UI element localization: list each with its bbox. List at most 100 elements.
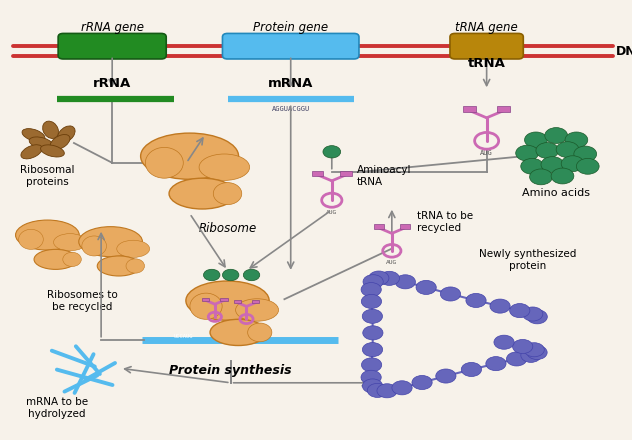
Text: Protein synthesis: Protein synthesis <box>169 364 292 378</box>
Circle shape <box>362 358 382 372</box>
FancyBboxPatch shape <box>221 297 228 301</box>
Text: Amino acids: Amino acids <box>522 188 590 198</box>
Circle shape <box>362 379 382 393</box>
Ellipse shape <box>54 234 87 251</box>
Text: tRNA gene: tRNA gene <box>455 21 518 34</box>
Circle shape <box>536 143 559 158</box>
Circle shape <box>204 269 220 281</box>
Ellipse shape <box>213 183 242 205</box>
Ellipse shape <box>58 126 75 143</box>
Ellipse shape <box>97 256 140 276</box>
Ellipse shape <box>19 229 43 249</box>
Circle shape <box>368 271 389 285</box>
Circle shape <box>486 356 506 370</box>
Text: rRNA gene: rRNA gene <box>81 21 143 34</box>
Circle shape <box>524 343 544 357</box>
Circle shape <box>392 381 412 395</box>
Circle shape <box>561 156 584 172</box>
Circle shape <box>243 269 260 281</box>
Circle shape <box>541 157 564 172</box>
Circle shape <box>521 348 541 363</box>
Text: mRNA: mRNA <box>268 77 313 90</box>
Ellipse shape <box>79 227 142 257</box>
Circle shape <box>363 275 383 289</box>
Circle shape <box>441 287 461 301</box>
Ellipse shape <box>210 319 267 345</box>
Ellipse shape <box>21 145 42 159</box>
Circle shape <box>436 369 456 383</box>
FancyBboxPatch shape <box>463 106 477 112</box>
Text: DNA: DNA <box>616 44 632 58</box>
Circle shape <box>525 132 547 148</box>
Circle shape <box>509 304 530 318</box>
Circle shape <box>556 142 579 158</box>
Circle shape <box>416 280 436 294</box>
Ellipse shape <box>199 154 250 180</box>
Circle shape <box>361 282 381 297</box>
Text: Ribosomes to
be recycled: Ribosomes to be recycled <box>47 290 118 312</box>
Text: Aminoacyl
tRNA: Aminoacyl tRNA <box>357 165 411 187</box>
Circle shape <box>377 384 397 398</box>
Circle shape <box>362 343 382 357</box>
FancyBboxPatch shape <box>399 224 410 229</box>
Circle shape <box>516 145 538 161</box>
Circle shape <box>513 339 533 353</box>
FancyBboxPatch shape <box>202 297 209 301</box>
Circle shape <box>551 168 574 184</box>
Text: Newly synthesized
protein: Newly synthesized protein <box>479 249 576 271</box>
Circle shape <box>565 132 588 148</box>
Ellipse shape <box>140 133 238 180</box>
FancyBboxPatch shape <box>58 33 166 59</box>
Ellipse shape <box>126 259 145 273</box>
FancyBboxPatch shape <box>234 300 241 304</box>
Ellipse shape <box>169 178 236 209</box>
Text: mRNA to be
hydrolyzed: mRNA to be hydrolyzed <box>26 397 88 419</box>
Text: UCCAUG: UCCAUG <box>174 334 193 339</box>
Circle shape <box>466 293 486 308</box>
Text: Ribosomal
proteins: Ribosomal proteins <box>20 165 75 187</box>
Circle shape <box>362 294 382 308</box>
FancyBboxPatch shape <box>252 300 259 304</box>
Circle shape <box>576 158 599 174</box>
Ellipse shape <box>190 293 222 319</box>
Ellipse shape <box>40 145 64 157</box>
Ellipse shape <box>63 252 82 267</box>
Ellipse shape <box>42 121 59 139</box>
Circle shape <box>379 271 399 286</box>
Circle shape <box>412 375 432 389</box>
FancyBboxPatch shape <box>497 106 510 112</box>
Circle shape <box>490 299 510 313</box>
Circle shape <box>527 310 547 324</box>
Circle shape <box>367 383 387 397</box>
Ellipse shape <box>117 240 150 257</box>
Circle shape <box>362 309 382 323</box>
Ellipse shape <box>16 220 79 250</box>
Text: tRNA: tRNA <box>468 57 506 70</box>
Circle shape <box>521 158 544 174</box>
Text: Protein gene: Protein gene <box>253 21 328 34</box>
Text: Ribosome: Ribosome <box>198 222 257 235</box>
Text: AUG: AUG <box>480 150 493 156</box>
Text: rRNA: rRNA <box>93 77 131 90</box>
FancyBboxPatch shape <box>222 33 359 59</box>
Circle shape <box>363 326 383 340</box>
Text: AGGUACGGU: AGGUACGGU <box>232 334 261 339</box>
Ellipse shape <box>248 323 272 342</box>
Circle shape <box>461 363 482 377</box>
Circle shape <box>323 146 341 158</box>
Text: AUG: AUG <box>386 260 398 264</box>
FancyBboxPatch shape <box>341 171 351 176</box>
Ellipse shape <box>236 299 279 321</box>
FancyBboxPatch shape <box>374 224 384 229</box>
Ellipse shape <box>50 135 70 150</box>
Circle shape <box>395 275 415 289</box>
Text: AGGUACGGU: AGGUACGGU <box>272 106 310 112</box>
Text: tRNA to be
recycled: tRNA to be recycled <box>417 211 473 233</box>
Circle shape <box>222 269 239 281</box>
Circle shape <box>361 370 381 385</box>
Ellipse shape <box>29 137 53 149</box>
Circle shape <box>530 169 552 185</box>
Text: AUG: AUG <box>326 210 337 215</box>
Ellipse shape <box>186 281 269 320</box>
Circle shape <box>527 345 547 359</box>
